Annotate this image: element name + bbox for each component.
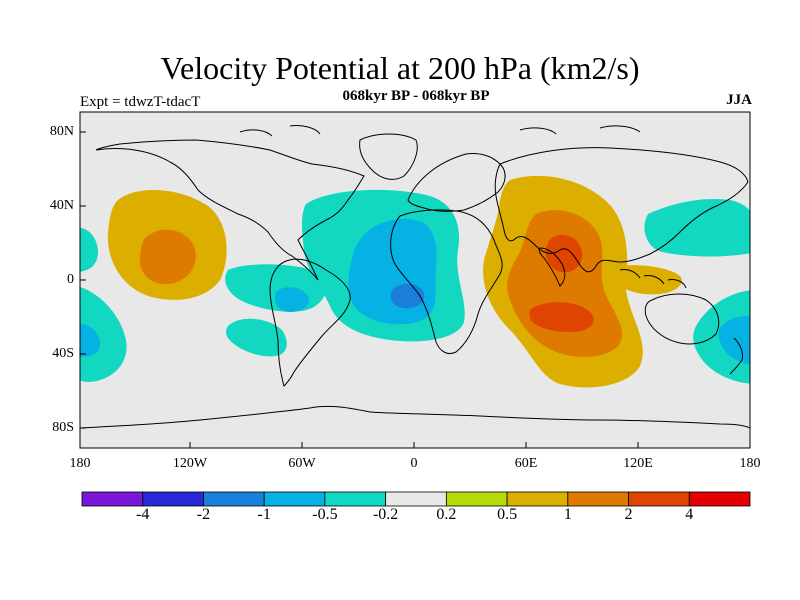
lon-label-0: 0 [410,456,418,471]
map-subtitle: 068kyr BP - 068kyr BP [342,88,490,104]
season-label: JJA [726,92,752,108]
colorbar-swatch [628,491,690,507]
colorbar-swatch [506,491,569,507]
west-pacific-negative [644,198,750,257]
colorbar-label: -0.2 [372,506,399,523]
colorbar-swatch [445,491,508,507]
coastline-north-america [95,139,365,281]
colorbar-label: 1 [563,506,572,523]
coastline-australia [644,293,720,345]
coastlines [80,125,750,429]
coastline-antarctica [80,405,750,429]
south-america-negative-core [274,287,309,312]
lon-label-180w: 180 [69,456,91,471]
colorbar-swatch [567,491,629,507]
lon-label-60e: 60E [514,456,538,471]
coastline-india [538,247,566,287]
colorbar-swatch [81,491,144,507]
coastline-africa [390,209,503,355]
south-america-negative [225,264,327,357]
lat-label-80n: 80N [49,124,74,139]
lon-label-60w: 60W [288,456,316,471]
colorbar-swatch [324,491,387,507]
coastline-greenland [359,133,418,180]
lat-label-80s: 80S [52,420,74,435]
lat-label-40n: 40N [49,198,74,213]
coastline-arctic [239,125,641,137]
central-pacific-positive-core [139,229,196,285]
colorbar-swatch [203,491,265,507]
colorbar-label: 0.2 [436,506,457,523]
colorbar [81,491,751,507]
colorbar-swatch [263,491,326,507]
lat-label-40s: 40S [52,346,74,361]
colorbar-label: 0.5 [497,506,518,523]
coastline-europe [407,153,506,212]
lon-label-120e: 120E [623,456,653,471]
coastline-indonesia [619,269,687,289]
colorbar-swatch [688,491,751,507]
coastline-asia [494,147,749,273]
dateline-west-negative-core [80,323,100,357]
colorbar-label: 4 [685,506,694,523]
colorbar-swatch [385,491,447,507]
colorbar-swatch [142,491,204,507]
colorbar-label: -1 [257,506,271,523]
atlantic-negative-center [390,283,425,309]
maritime-continent-positive [613,265,682,295]
colorbar-label: -2 [196,506,211,523]
map-title: Velocity Potential at 200 hPa (km2/s) [160,50,640,86]
experiment-label: Expt = tdwzT-tdacT [80,94,201,110]
lon-label-180e: 180 [739,456,761,471]
colorbar-label: -4 [136,506,150,523]
coastline-south-america [269,258,351,387]
colorbar-label: -0.5 [312,506,338,523]
axis-ticks [80,131,639,448]
coastline-new-zealand [729,337,743,375]
lat-label-eq: 0 [67,272,74,287]
lon-label-120w: 120W [172,456,208,471]
colorbar-label: 2 [624,506,633,523]
indian-ocean-positive-core [529,234,594,332]
